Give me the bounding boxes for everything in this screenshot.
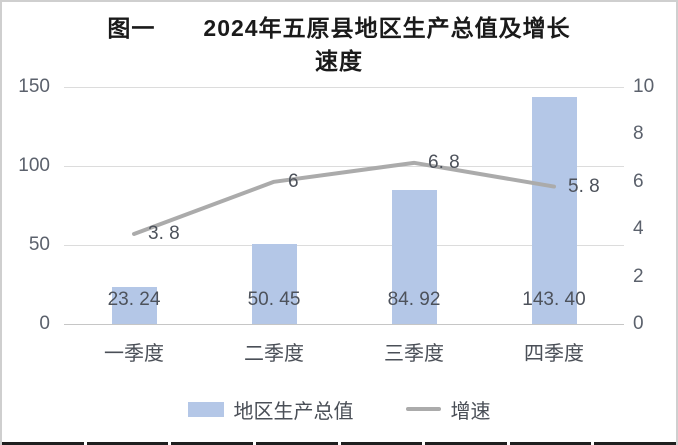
y-axis-right-tick-label: 2 xyxy=(633,265,644,287)
bar xyxy=(111,287,157,324)
bar xyxy=(251,244,297,324)
line-series-swatch-icon xyxy=(405,407,441,411)
table-column-border-segment xyxy=(509,442,592,445)
x-axis-category-label: 一季度 xyxy=(104,343,164,365)
x-axis-line xyxy=(64,324,624,325)
y-axis-left-tick-label: 0 xyxy=(39,313,50,334)
bar-value-label: 84. 92 xyxy=(387,289,441,310)
y-axis-right-tick-label: 6 xyxy=(633,170,644,192)
bar-value-label: 143. 40 xyxy=(522,289,586,310)
line-value-label: 3. 8 xyxy=(148,222,180,244)
bar-series-swatch-icon xyxy=(187,401,224,417)
y-axis-right-tick-label: 10 xyxy=(633,76,655,97)
x-axis-category-label: 三季度 xyxy=(384,343,444,365)
table-column-border-segment xyxy=(171,442,253,445)
y-axis-left-tick-label: 100 xyxy=(18,155,50,176)
chart-legend: 地区生产总值 增速 xyxy=(2,395,676,423)
table-column-border-segment xyxy=(255,442,338,445)
table-column-border-segment xyxy=(594,442,676,445)
x-axis-category-label: 四季度 xyxy=(524,343,584,365)
bar-value-label: 50. 45 xyxy=(247,289,301,310)
y-axis-left-tick-label: 50 xyxy=(28,234,50,255)
y-axis-right-tick-label: 8 xyxy=(633,123,644,145)
y-axis-right-tick-label: 4 xyxy=(633,218,644,240)
table-column-border-segment xyxy=(340,442,423,445)
table-column-border-segment xyxy=(425,442,507,445)
gridline xyxy=(64,245,624,246)
gridline xyxy=(64,87,624,88)
legend-label-growth: 增速 xyxy=(450,400,491,423)
line-value-label: 6 xyxy=(288,170,299,192)
chart-title-line2: 速度 xyxy=(315,48,363,74)
legend-item-growth: 增速 xyxy=(405,395,491,424)
legend-item-gdp: 地区生产总值 xyxy=(187,395,354,424)
x-axis-category-label: 二季度 xyxy=(244,343,304,365)
y-axis-left-tick-label: 150 xyxy=(18,76,50,97)
line-value-label: 6. 8 xyxy=(428,151,460,173)
chart-title-line1: 图一 2024年五原县地区生产总值及增长 xyxy=(107,15,571,41)
bar-value-label: 23. 24 xyxy=(107,289,161,310)
chart-title: 图一 2024年五原县地区生产总值及增长 速度 xyxy=(2,12,676,78)
table-top-border xyxy=(2,442,676,445)
y-axis-right-tick-label: 0 xyxy=(633,313,644,334)
table-column-border-segment xyxy=(2,442,84,445)
line-value-label: 5. 8 xyxy=(568,175,600,197)
table-column-border-segment xyxy=(86,442,169,445)
legend-label-gdp: 地区生产总值 xyxy=(233,400,354,423)
